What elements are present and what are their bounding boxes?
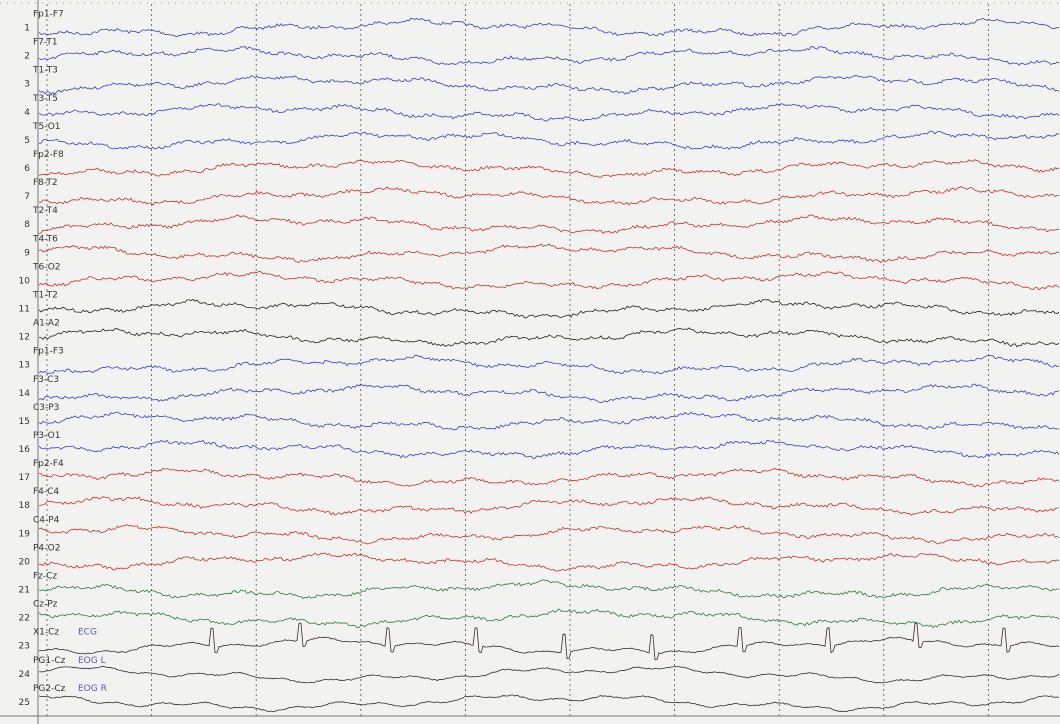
eeg-trace	[38, 270, 1060, 291]
eeg-trace	[38, 298, 1060, 319]
eeg-trace	[38, 608, 1060, 629]
eeg-trace	[38, 622, 1060, 661]
channel-annotation: ECG	[78, 628, 97, 638]
eeg-trace	[38, 694, 1060, 713]
row-number: 17	[19, 473, 30, 483]
channel-label: Fz-Cz	[33, 572, 57, 582]
channel-label: F7-T1	[33, 38, 58, 48]
eeg-trace	[38, 411, 1060, 431]
channel-label: C3-P3	[33, 403, 59, 413]
row-number: 23	[19, 642, 30, 652]
row-number: 21	[19, 586, 30, 596]
row-number: 24	[19, 670, 31, 680]
eeg-trace	[38, 75, 1060, 95]
channel-label: PG2-Cz	[33, 684, 66, 694]
eeg-trace	[38, 159, 1060, 178]
row-number: 5	[24, 136, 30, 146]
channel-label: T6-O2	[32, 262, 61, 272]
channel-label: F3-C3	[33, 375, 59, 385]
channel-label: F8-T2	[33, 178, 58, 188]
channel-annotation: EOG R	[78, 684, 107, 694]
eeg-trace	[38, 186, 1060, 206]
channel-label: C4-P4	[33, 515, 60, 525]
eeg-trace	[38, 665, 1060, 684]
row-number: 14	[19, 389, 31, 399]
row-number: 10	[19, 276, 31, 286]
channel-label: X1-Cz	[33, 628, 59, 638]
channel-label: Fp1-F3	[33, 347, 64, 357]
eeg-trace	[38, 579, 1059, 600]
row-number: 3	[24, 80, 30, 90]
channel-label: P3-O1	[33, 431, 60, 441]
eeg-trace	[38, 467, 1060, 488]
channel-label: A1-A2	[33, 319, 60, 329]
channel-label: T5-O1	[32, 122, 61, 132]
row-number: 4	[24, 108, 30, 118]
eeg-trace	[38, 439, 1060, 459]
eeg-trace	[38, 103, 1060, 122]
row-number: 1	[24, 24, 30, 34]
row-number: 16	[19, 445, 31, 455]
channel-label: P4-O2	[33, 543, 60, 553]
row-number: 19	[19, 529, 31, 539]
channel-label: Fp2-F4	[33, 459, 64, 469]
row-number: 2	[24, 52, 30, 62]
row-number: 25	[19, 698, 30, 708]
row-number: 8	[24, 220, 30, 230]
channel-label: T4-T6	[32, 234, 58, 244]
row-number: 18	[19, 501, 31, 511]
eeg-trace	[38, 214, 1059, 234]
row-number: 13	[19, 361, 30, 371]
row-number: 7	[24, 192, 30, 202]
row-number: 6	[24, 164, 30, 174]
channel-label: T1-T2	[32, 291, 58, 301]
channel-label: T2-T4	[32, 206, 58, 216]
channel-label: F4-C4	[33, 487, 59, 497]
eeg-trace	[38, 383, 1060, 404]
eeg-trace	[38, 354, 1060, 375]
channel-label: Fp1-F7	[33, 10, 64, 20]
eeg-trace	[38, 45, 1060, 66]
eeg-trace	[38, 130, 1060, 150]
eeg-trace	[38, 17, 1060, 38]
row-number: 9	[24, 248, 30, 258]
eeg-trace	[38, 552, 1060, 572]
channel-label: Fp2-F8	[33, 150, 64, 160]
channel-label: T1-T3	[32, 66, 58, 76]
channel-label: PG1-Cz	[33, 656, 66, 666]
eeg-trace	[38, 496, 1060, 516]
channel-label: Cz-Pz	[33, 600, 58, 610]
row-number: 11	[19, 305, 30, 315]
channel-label: T3-T5	[32, 94, 58, 104]
eeg-trace	[38, 524, 1060, 545]
eeg-trace	[38, 327, 1060, 348]
row-number: 12	[19, 333, 30, 343]
row-number: 22	[19, 614, 30, 624]
row-number: 15	[19, 417, 30, 427]
row-number: 20	[19, 557, 31, 567]
eeg-trace	[38, 243, 1060, 264]
channel-annotation: EOG L	[78, 656, 106, 666]
